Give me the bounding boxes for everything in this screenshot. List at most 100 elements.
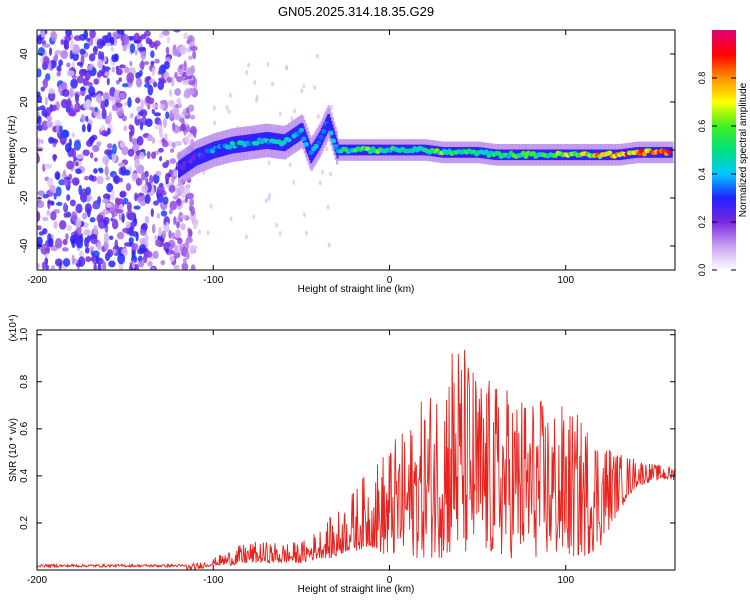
noise-speck — [244, 234, 248, 240]
noise-speck — [267, 196, 271, 202]
signal-body — [330, 120, 333, 138]
noise-blob — [83, 222, 89, 228]
noise-blob — [82, 149, 90, 156]
noise-blob — [143, 61, 150, 66]
noise-blob — [101, 108, 107, 120]
noise-blob — [190, 264, 196, 270]
noise-blob — [179, 185, 185, 193]
noise-blob — [156, 193, 164, 203]
noise-blob — [140, 33, 147, 40]
noise-speck — [327, 242, 331, 248]
noise-blob — [102, 260, 107, 270]
y-tick-label: 0 — [19, 147, 30, 153]
x-tick-label: 0 — [387, 575, 393, 586]
noise-blob — [110, 190, 115, 202]
noise-blob — [88, 53, 96, 62]
noise-blob — [141, 172, 146, 181]
noise-blob — [154, 124, 162, 130]
noise-blob — [61, 82, 66, 90]
noise-blob — [127, 148, 135, 157]
noise-blob — [181, 262, 189, 270]
noise-speck — [325, 146, 329, 152]
noise-blob — [62, 257, 71, 267]
noise-blob — [135, 177, 143, 186]
noise-blob — [70, 78, 78, 89]
noise-blob — [49, 184, 56, 193]
noise-blob — [169, 255, 175, 262]
noise-blob — [92, 202, 98, 210]
noise-blob — [89, 217, 96, 223]
noise-speck — [266, 61, 270, 67]
noise-blob — [159, 132, 164, 139]
signal-core — [328, 130, 334, 136]
noise-blob — [117, 253, 126, 265]
x-tick-label: -200 — [27, 575, 47, 586]
noise-blob — [146, 134, 153, 142]
noise-blob — [112, 248, 117, 255]
noise-blob — [66, 160, 75, 170]
noise-blob — [157, 147, 164, 153]
noise-blob — [154, 42, 158, 50]
signal-body — [302, 126, 305, 144]
noise-blob — [174, 140, 182, 147]
y-tick-label: -20 — [19, 190, 30, 205]
noise-blob — [76, 241, 83, 249]
noise-blob — [102, 64, 106, 76]
noise-blob — [105, 202, 112, 208]
noise-blob — [155, 170, 162, 176]
noise-blob — [189, 244, 196, 255]
noise-blob — [172, 195, 179, 200]
noise-blob — [140, 49, 147, 60]
noise-blob — [96, 71, 102, 78]
noise-blob — [151, 137, 156, 144]
noise-blob — [37, 68, 42, 78]
noise-blob — [187, 227, 192, 234]
noise-blob — [115, 209, 124, 214]
noise-blob — [104, 42, 112, 47]
noise-blob — [46, 209, 51, 216]
noise-blob — [63, 212, 69, 218]
noise-blob — [75, 153, 84, 160]
noise-blob — [163, 61, 170, 70]
noise-blob — [37, 196, 41, 204]
noise-blob — [144, 233, 149, 244]
noise-blob — [79, 48, 86, 55]
noise-blob — [78, 256, 86, 267]
signal-core — [318, 134, 324, 140]
noise-speck — [329, 171, 333, 177]
noise-blob — [56, 201, 63, 207]
noise-blob — [116, 30, 125, 35]
noise-blob — [83, 175, 90, 181]
noise-blob — [161, 230, 167, 239]
noise-blob — [164, 133, 168, 141]
noise-blob — [168, 230, 172, 239]
snr-y-axis-label: SNR (10 * v/v) — [8, 418, 19, 482]
noise-blob — [193, 84, 198, 90]
noise-blob — [116, 105, 124, 117]
noise-blob — [85, 186, 92, 196]
noise-blob — [150, 151, 157, 159]
noise-blob — [37, 106, 42, 111]
noise-blob — [147, 104, 151, 110]
noise-blob — [151, 266, 156, 270]
noise-blob — [60, 49, 69, 59]
colorbar-tick-label: 0.4 — [697, 168, 707, 181]
noise-blob — [66, 62, 71, 68]
noise-blob — [88, 106, 95, 111]
noise-blob — [69, 87, 74, 98]
noise-blob — [60, 39, 65, 46]
noise-blob — [127, 96, 132, 108]
noise-blob — [88, 86, 96, 97]
noise-blob — [92, 144, 100, 153]
noise-blob — [73, 103, 79, 110]
noise-blob — [179, 214, 187, 219]
noise-blob — [134, 97, 141, 104]
noise-blob — [152, 250, 159, 259]
noise-blob — [140, 98, 144, 109]
spectrogram-signal-layer — [175, 105, 674, 186]
noise-blob — [126, 201, 132, 212]
noise-blob — [130, 255, 137, 264]
noise-blob — [71, 147, 76, 159]
noise-blob — [45, 107, 52, 117]
noise-speck — [313, 85, 317, 91]
